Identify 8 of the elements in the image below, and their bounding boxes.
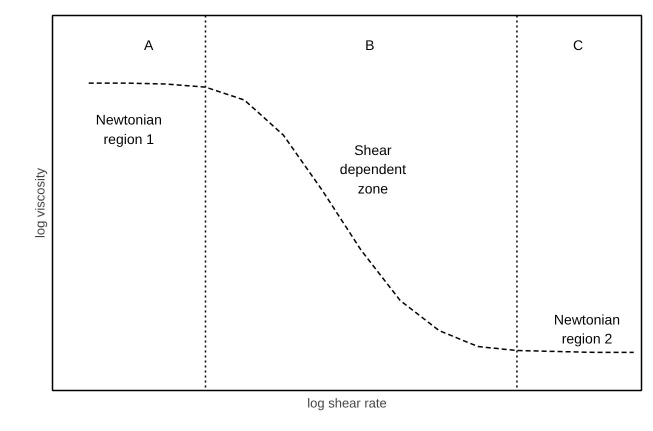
y-axis-title: log viscosity (32, 167, 48, 238)
text: C (572, 37, 584, 54)
annotation: Shear dependent zone (340, 142, 406, 196)
annotation: Newtonian region 1 (96, 112, 162, 147)
x-axis-title: log shear rate (307, 396, 387, 410)
annotation: Newtonian region 2 (554, 311, 620, 347)
text: B (365, 37, 374, 54)
text: A (144, 37, 154, 54)
